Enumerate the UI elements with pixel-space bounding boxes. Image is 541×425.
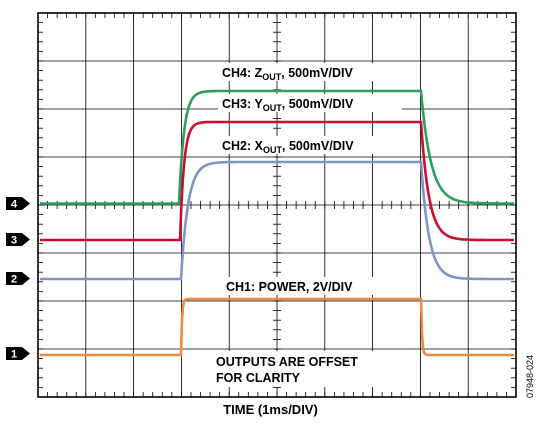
ch1-label: CH1: POWER, 2V/DIV <box>226 280 353 294</box>
ch4-label-bg <box>218 63 402 81</box>
marker-ch1-label: 1 <box>11 349 17 361</box>
x-axis-label: TIME (1ms/DIV) <box>223 402 318 417</box>
ch3-label: CH3: YOUT, 500mV/DIV <box>222 97 354 113</box>
marker-ch3-label: 3 <box>11 235 17 247</box>
ch4-label-sub: OUT <box>262 72 282 82</box>
ch3-label-scale: 500mV/DIV <box>289 97 354 111</box>
ch2-label-comma: , <box>282 139 289 153</box>
ch4-label-name: CH4: Z <box>222 66 263 80</box>
marker-ch2: 2 <box>6 272 30 286</box>
ch1-label-bg <box>219 277 399 295</box>
ch2-label-scale: 500mV/DIV <box>289 139 354 153</box>
marker-ch2-label: 2 <box>11 274 17 286</box>
marker-ch4: 4 <box>6 197 30 211</box>
trace-ch2-x-out <box>40 160 514 281</box>
ch1-label-scale: 2V/DIV <box>313 280 353 294</box>
ch1-label-comma: , <box>306 280 313 294</box>
marker-ch3: 3 <box>6 233 30 247</box>
ch3-label-bg <box>218 94 402 112</box>
plot-frame <box>37 12 517 398</box>
trace-ch3-y-out <box>40 120 514 242</box>
ch2-label-bg <box>218 136 402 154</box>
note-line-1: OUTPUTS ARE OFFSET <box>216 355 358 369</box>
ch4-label-scale: 500mV/DIV <box>288 66 353 80</box>
ch2-label: CH2: XOUT, 500mV/DIV <box>222 139 354 155</box>
ch4-label: CH4: ZOUT, 500mV/DIV <box>222 66 354 82</box>
traces <box>40 89 514 357</box>
trace-ch4-z-out <box>40 89 514 205</box>
ch2-label-name: CH2: X <box>222 139 264 153</box>
trace-ch1-power <box>40 297 514 357</box>
ch3-label-comma: , <box>282 97 289 111</box>
ch3-label-sub: OUT <box>263 103 283 113</box>
note-bg <box>200 351 408 387</box>
figure-id: 07948-024 <box>525 355 535 398</box>
marker-ch4-label: 4 <box>11 199 18 211</box>
ch2-label-sub: OUT <box>263 145 283 155</box>
ch4-label-comma: , <box>281 66 288 80</box>
marker-ch1: 1 <box>6 347 30 361</box>
ch3-label-name: CH3: Y <box>222 97 263 111</box>
ch1-label-name: CH1: POWER <box>226 280 306 294</box>
note-line-2: FOR CLARITY <box>216 371 301 385</box>
